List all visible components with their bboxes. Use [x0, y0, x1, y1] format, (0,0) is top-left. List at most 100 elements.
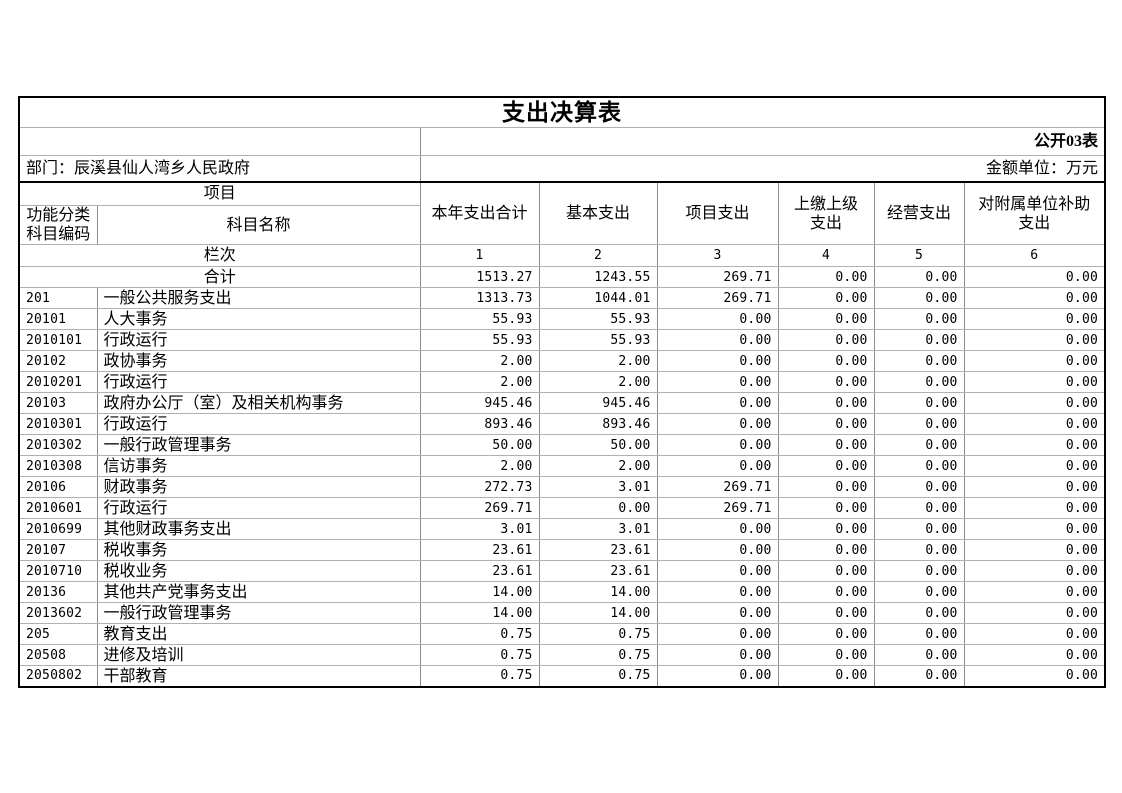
header-project-expenditure: 项目支出	[656, 181, 779, 246]
amount-cell: 0.00	[963, 623, 1106, 646]
amount-cell: 0.00	[873, 350, 965, 373]
subject-name-cell: 信访事务	[96, 455, 421, 478]
amount-cell: 0.00	[963, 434, 1106, 457]
subject-code-cell: 2010601	[18, 497, 98, 520]
amount-cell: 3.01	[419, 518, 540, 541]
expenditure-final-accounts-sheet: 支出决算表 公开03表 部门：辰溪县仙人湾乡人民政府 金额单位：万元 项目 本年…	[18, 96, 1106, 688]
amount-cell: 0.00	[873, 476, 965, 499]
table-row: 20102 政协事务 2.00 2.00 0.00 0.00 0.00 0.00	[18, 350, 1106, 373]
amount-cell: 0.00	[873, 413, 965, 436]
column-number-4: 4	[777, 244, 875, 268]
public-table-label: 公开03表	[419, 127, 1106, 156]
amount-cell: 0.00	[963, 581, 1106, 604]
amount-cell: 0.00	[777, 560, 875, 583]
amount-cell: 0.00	[777, 329, 875, 352]
page-title: 支出决算表	[18, 96, 1106, 128]
subject-name-cell: 教育支出	[96, 623, 421, 646]
table-row: 201 一般公共服务支出 1313.73 1044.01 269.71 0.00 0.00 0…	[18, 287, 1106, 310]
amount-cell: 55.93	[419, 308, 540, 331]
header-basic-expenditure: 基本支出	[538, 181, 658, 246]
table-row: 2050802 干部教育 0.75 0.75 0.00 0.00 0.00 0.00	[18, 665, 1106, 688]
amount-cell: 14.00	[538, 581, 658, 604]
amount-cell: 0.00	[656, 602, 779, 625]
table-row: 20103 政府办公厅（室）及相关机构事务 945.46 945.46 0.00 0.00…	[18, 392, 1106, 415]
meta-empty-cell	[18, 127, 421, 156]
amount-cell: 0.00	[963, 644, 1106, 667]
amount-cell: 55.93	[538, 308, 658, 331]
subject-name-cell: 干部教育	[96, 665, 421, 688]
table-row: 205 教育支出 0.75 0.75 0.00 0.00 0.00 0.00	[18, 623, 1106, 646]
subject-name-cell: 财政事务	[96, 476, 421, 499]
department-label: 部门：辰溪县仙人湾乡人民政府	[18, 155, 421, 183]
amount-cell: 0.00	[656, 413, 779, 436]
subject-code-cell: 2010301	[18, 413, 98, 436]
header-function-code: 功能分类科目编码	[18, 204, 98, 246]
subject-name-cell: 政府办公厅（室）及相关机构事务	[96, 392, 421, 415]
amount-cell: 0.00	[656, 644, 779, 667]
amount-cell: 0.00	[963, 476, 1106, 499]
amount-cell: 0.00	[873, 371, 965, 394]
subject-code-cell: 205	[18, 623, 98, 646]
amount-cell: 0.00	[873, 644, 965, 667]
amount-cell: 0.00	[656, 665, 779, 688]
subject-code-cell: 20101	[18, 308, 98, 331]
amount-cell: 0.00	[777, 392, 875, 415]
subject-name-cell: 一般行政管理事务	[96, 602, 421, 625]
amount-cell: 269.71	[656, 287, 779, 310]
amount-cell: 0.00	[873, 539, 965, 562]
amount-cell: 0.00	[873, 518, 965, 541]
amount-cell: 23.61	[538, 539, 658, 562]
amount-cell: 0.00	[963, 602, 1106, 625]
subject-code-cell: 20107	[18, 539, 98, 562]
amount-cell: 2.00	[538, 455, 658, 478]
amount-cell: 50.00	[538, 434, 658, 457]
table-row: 20101 人大事务 55.93 55.93 0.00 0.00 0.00 0.00	[18, 308, 1106, 331]
amount-cell: 0.00	[777, 287, 875, 310]
amount-cell: 3.01	[538, 518, 658, 541]
table-row: 2010710 税收业务 23.61 23.61 0.00 0.00 0.00 0.00	[18, 560, 1106, 583]
column-number-3: 3	[656, 244, 779, 268]
amount-cell: 0.00	[963, 392, 1106, 415]
amount-cell: 0.00	[656, 539, 779, 562]
header-total-expenditure: 本年支出合计	[419, 181, 540, 246]
subject-name-cell: 一般公共服务支出	[96, 287, 421, 310]
amount-cell: 23.61	[419, 539, 540, 562]
table-row: 2010699 其他财政事务支出 3.01 3.01 0.00 0.00 0.00 0.00	[18, 518, 1106, 541]
amount-cell: 0.00	[777, 371, 875, 394]
amount-cell: 0.00	[656, 308, 779, 331]
subject-name-cell: 其他财政事务支出	[96, 518, 421, 541]
amount-cell: 2.00	[538, 371, 658, 394]
table-row: 20107 税收事务 23.61 23.61 0.00 0.00 0.00 0.00	[18, 539, 1106, 562]
amount-cell: 0.00	[777, 602, 875, 625]
amount-cell: 269.71	[419, 497, 540, 520]
amount-cell: 0.00	[777, 455, 875, 478]
subject-code-cell: 2010101	[18, 329, 98, 352]
subject-code-cell: 20102	[18, 350, 98, 373]
table-row: 20136 其他共产党事务支出 14.00 14.00 0.00 0.00 0.00 0.00	[18, 581, 1106, 604]
subject-code-cell: 20106	[18, 476, 98, 499]
header-column-index-label: 栏次	[18, 244, 421, 268]
amount-cell: 0.00	[963, 287, 1106, 310]
amount-cell: 0.00	[656, 371, 779, 394]
subject-name-cell: 其他共产党事务支出	[96, 581, 421, 604]
amount-cell: 0.00	[873, 581, 965, 604]
amount-cell: 0.00	[538, 497, 658, 520]
amount-cell: 55.93	[538, 329, 658, 352]
table-row: 2010302 一般行政管理事务 50.00 50.00 0.00 0.00 0.00 0.0…	[18, 434, 1106, 457]
amount-cell: 0.00	[963, 413, 1106, 436]
subject-name-cell: 政协事务	[96, 350, 421, 373]
header-project: 项目	[18, 181, 421, 206]
amount-cell: 2.00	[538, 350, 658, 373]
subject-name-cell: 行政运行	[96, 497, 421, 520]
amount-cell: 14.00	[419, 581, 540, 604]
amount-cell: 0.00	[777, 623, 875, 646]
amount-cell: 0.00	[777, 308, 875, 331]
expenditure-table: 支出决算表 公开03表 部门：辰溪县仙人湾乡人民政府 金额单位：万元 项目 本年…	[18, 96, 1106, 688]
amount-cell: 1044.01	[538, 287, 658, 310]
table-row: 20106 财政事务 272.73 3.01 269.71 0.00 0.00 0.00	[18, 476, 1106, 499]
amount-cell: 0.00	[777, 434, 875, 457]
subject-name-cell: 行政运行	[96, 329, 421, 352]
amount-cell: 0.00	[963, 539, 1106, 562]
amount-cell: 0.00	[777, 581, 875, 604]
